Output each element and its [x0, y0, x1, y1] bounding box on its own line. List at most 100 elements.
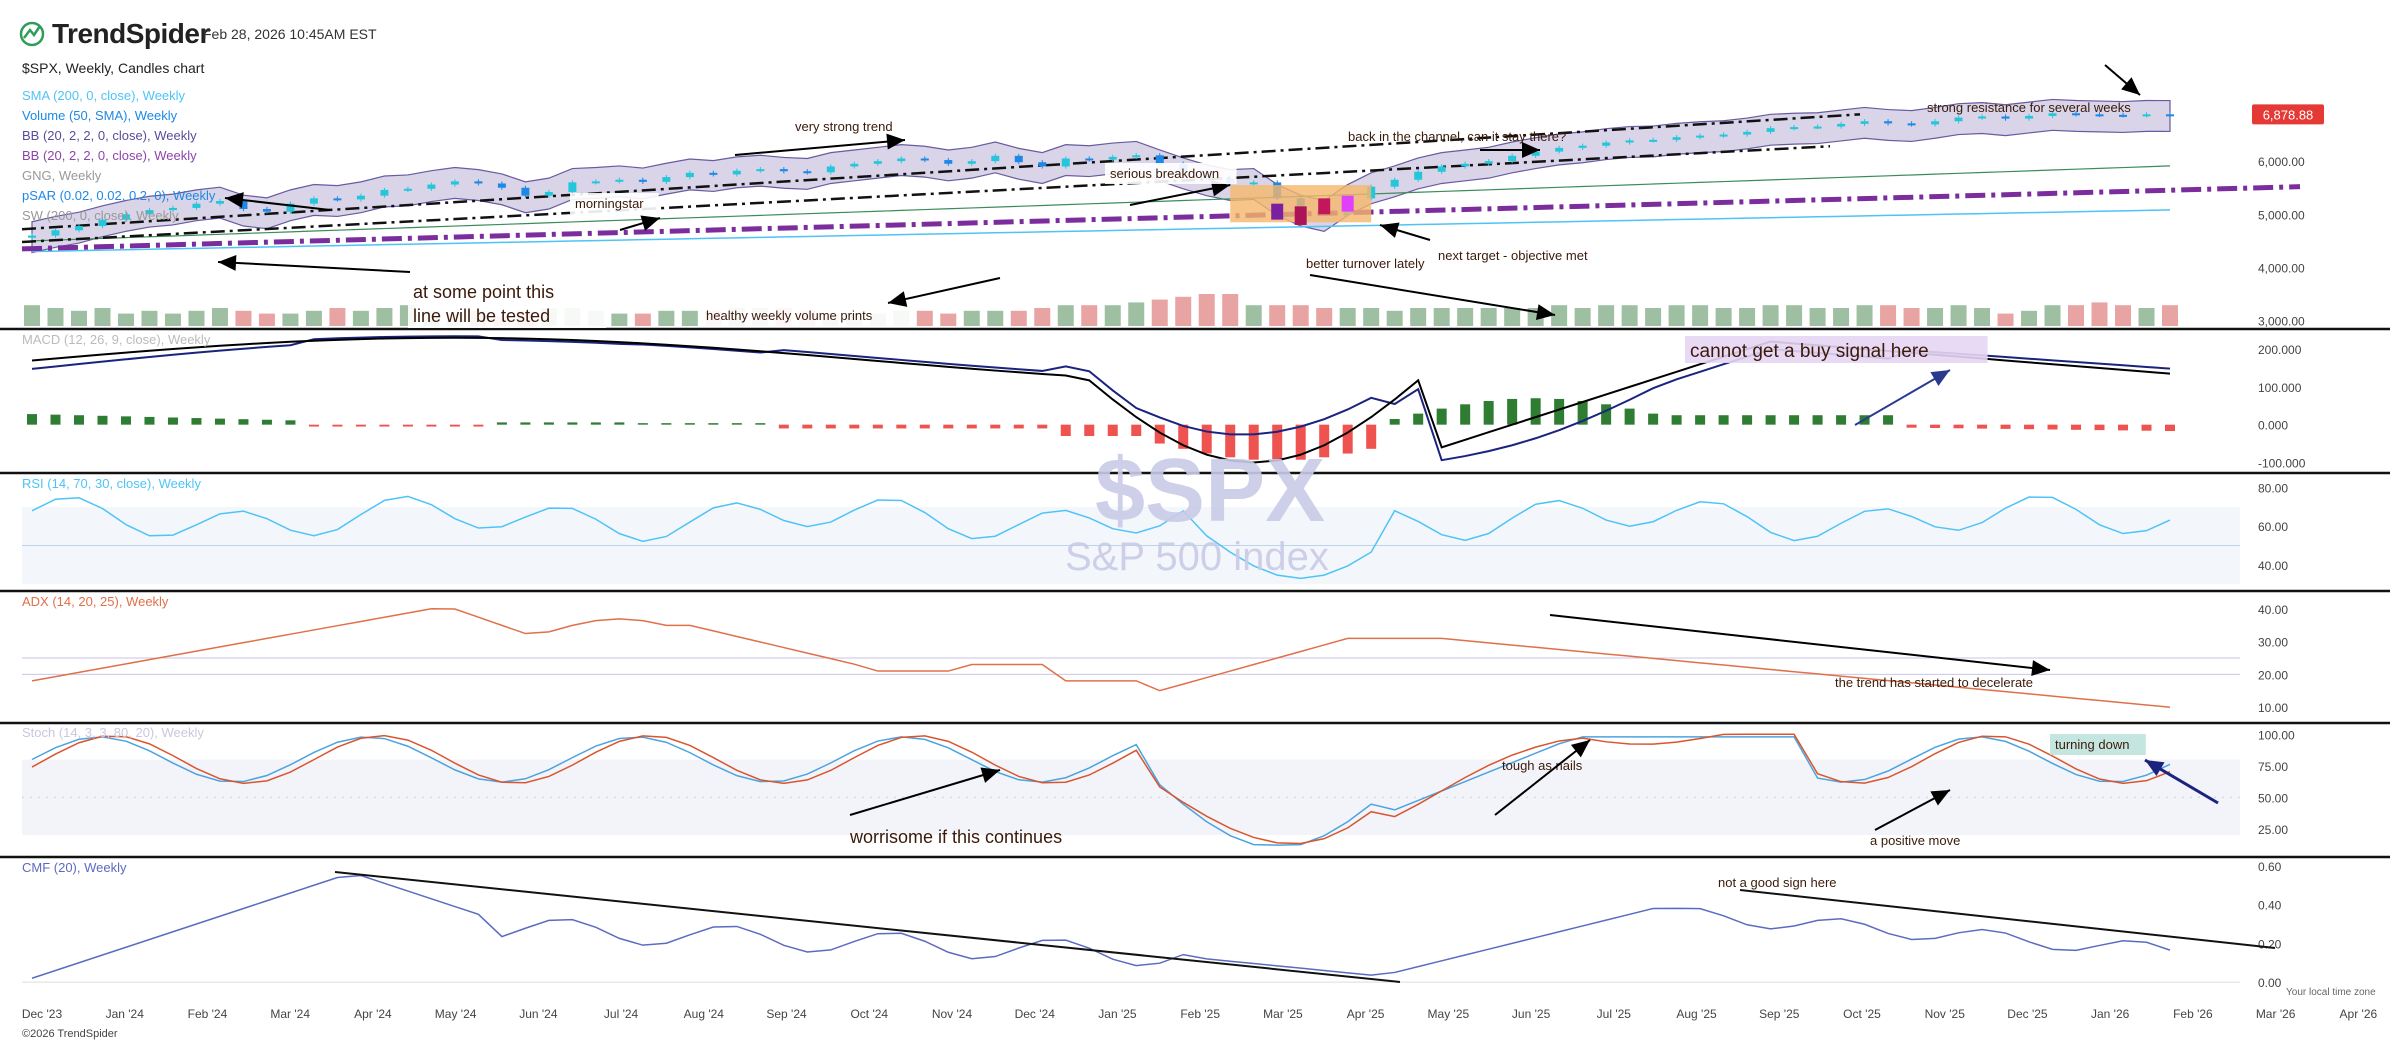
- candle-body: [1461, 163, 1470, 167]
- volume-bar: [352, 310, 369, 326]
- arrow-buy-signal: [1854, 369, 1951, 426]
- candle-body: [1672, 137, 1681, 140]
- x-tick-label: Apr '26: [2340, 1007, 2378, 1021]
- candle-body: [145, 210, 154, 215]
- adx-line: [31, 607, 2171, 708]
- macd-histogram-bar: [1624, 408, 1635, 425]
- volume-bar: [329, 308, 346, 326]
- annotation-healthy-volume: healthy weekly volume prints: [706, 308, 873, 323]
- legend-item-gng[interactable]: GNG, Weekly: [22, 168, 102, 183]
- arrow-buy-signal-head: [1930, 370, 1950, 386]
- volume-bar: [1950, 305, 1967, 326]
- candle-body: [1884, 121, 1893, 124]
- macd-histogram-bar: [778, 424, 789, 429]
- macd-histogram-bar: [1201, 424, 1212, 454]
- macd-histogram-bar: [191, 418, 202, 425]
- x-tick-label: Jun '25: [1512, 1007, 1551, 1021]
- macd-title: MACD (12, 26, 9, close), Weekly: [22, 332, 211, 347]
- volume-bar: [2115, 305, 2132, 326]
- rsi-tick-label: 40.00: [2258, 559, 2288, 573]
- x-tick-label: Apr '24: [354, 1007, 392, 1021]
- macd-histogram-bar: [661, 423, 672, 425]
- candle-body: [1508, 155, 1517, 162]
- volume-bar: [117, 313, 134, 326]
- macd-histogram-bar: [1648, 413, 1659, 425]
- cmf-title: CMF (20), Weekly: [22, 860, 127, 875]
- volume-bar: [2068, 305, 2085, 326]
- stoch-d-line: [31, 733, 2171, 845]
- arrow-decelerate-head: [2031, 660, 2050, 676]
- bollinger-band-fill: [31, 98, 2171, 254]
- macd-histogram-bar: [1413, 413, 1424, 425]
- legend-item-sma[interactable]: SMA (200, 0, close), Weekly: [22, 88, 186, 103]
- stoch-tick-label: 100.00: [2258, 728, 2295, 742]
- candle-body: [28, 235, 36, 238]
- x-tick-label: Dec '24: [1015, 1007, 1056, 1021]
- watermark-name: S&P 500 index: [1065, 535, 1329, 579]
- macd-histogram-bar: [73, 415, 84, 425]
- volume-bar: [188, 310, 205, 326]
- x-tick-label: Aug '24: [684, 1007, 725, 1021]
- arrow-worrisome-head: [980, 767, 1000, 783]
- candle-body: [356, 195, 365, 200]
- volume-bar: [1621, 305, 1638, 326]
- candle-body: [826, 166, 835, 173]
- macd-histogram-bar: [308, 424, 319, 427]
- macd-histogram-bar: [1530, 398, 1541, 425]
- arrow-tough-head: [1570, 740, 1590, 758]
- candle-body: [732, 170, 741, 175]
- legend-item-bb-2[interactable]: BB (20, 2, 2, 0, close), Weekly: [22, 148, 197, 163]
- chart-header: TrendSpider Feb 28, 2026 10:45AM EST: [0, 0, 2390, 90]
- macd-histogram-bar: [1295, 424, 1306, 460]
- legend-item-volume[interactable]: Volume (50, SMA), Weekly: [22, 108, 178, 123]
- volume-bar: [1833, 308, 1850, 326]
- macd-histogram-bar: [1718, 415, 1729, 425]
- candle-body: [286, 203, 295, 212]
- candle-body: [685, 172, 694, 178]
- volume-bar: [1997, 313, 2014, 326]
- x-tick-label: May '25: [1428, 1007, 1470, 1021]
- macd-histogram-bar: [27, 414, 37, 425]
- candle-body: [1907, 123, 1916, 126]
- macd-histogram-bar: [238, 419, 249, 425]
- macd-histogram-bar: [2118, 424, 2129, 431]
- volume-bar: [2162, 305, 2178, 326]
- annotation-worrisome: worrisome if this continues: [849, 827, 1062, 847]
- macd-histogram-bar: [2165, 424, 2175, 432]
- arrow-strong-trend-head: [886, 133, 905, 150]
- stoch-k-line: [31, 736, 2171, 846]
- candle-body: [1437, 166, 1446, 172]
- macd-histogram-bar: [1225, 424, 1236, 458]
- brand-logo[interactable]: TrendSpider: [18, 18, 210, 50]
- volume-bar: [963, 310, 980, 326]
- macd-histogram-bar: [332, 424, 343, 427]
- legend-item-psar[interactable]: pSAR (0.02, 0.02, 0.2, 0), Weekly: [22, 188, 216, 203]
- volume-bar: [1081, 305, 1098, 326]
- macd-histogram-bar: [1319, 424, 1330, 458]
- rsi-tick-label: 60.00: [2258, 520, 2288, 534]
- macd-histogram-bar: [684, 423, 695, 425]
- volume-bar: [1222, 294, 1239, 326]
- legend-item-bb-1[interactable]: BB (20, 2, 2, 0, close), Weekly: [22, 128, 197, 143]
- macd-histogram-bar: [214, 418, 225, 425]
- macd-histogram-bar: [1977, 424, 1988, 429]
- legend-item-sw[interactable]: SW (200, 0, close), Weekly: [22, 208, 179, 223]
- x-tick-label: Mar '25: [1263, 1007, 1303, 1021]
- macd-histogram-bar: [2141, 424, 2152, 431]
- volume-bar: [658, 310, 675, 326]
- candle-body: [1578, 145, 1587, 148]
- volume-bar: [2044, 305, 2061, 326]
- cmf-tick-label: 0.00: [2258, 976, 2282, 990]
- x-tick-label: Mar '26: [2256, 1007, 2296, 1021]
- candle-body: [662, 177, 671, 182]
- candle-body: [1484, 161, 1493, 164]
- candle-body: [1837, 123, 1846, 127]
- arrow-line-tested: [217, 261, 411, 273]
- macd-histogram-bar: [2071, 424, 2082, 430]
- x-tick-label: Aug '25: [1676, 1007, 1717, 1021]
- candle-body: [1602, 142, 1611, 146]
- macd-tick-label: 0.000: [2258, 419, 2288, 433]
- macd-histogram-bar: [543, 422, 554, 425]
- macd-histogram-bar: [872, 424, 883, 429]
